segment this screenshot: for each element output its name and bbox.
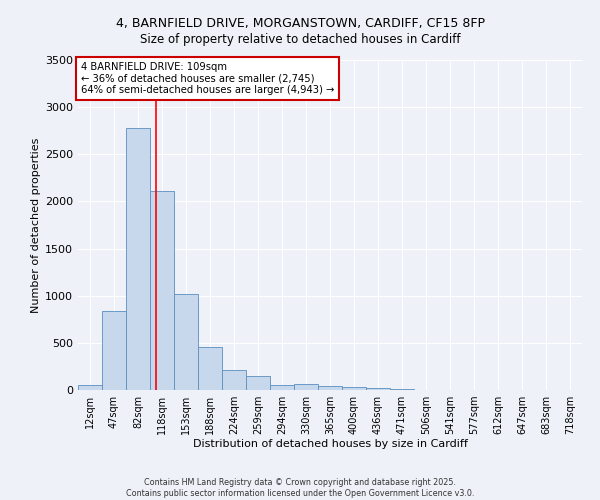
- Bar: [78, 385, 102, 390]
- Bar: [318, 386, 342, 390]
- Bar: [342, 387, 366, 390]
- Y-axis label: Number of detached properties: Number of detached properties: [31, 138, 41, 312]
- Text: Contains HM Land Registry data © Crown copyright and database right 2025.
Contai: Contains HM Land Registry data © Crown c…: [126, 478, 474, 498]
- Bar: [390, 389, 414, 390]
- Text: 4 BARNFIELD DRIVE: 109sqm
← 36% of detached houses are smaller (2,745)
64% of se: 4 BARNFIELD DRIVE: 109sqm ← 36% of detac…: [80, 62, 334, 95]
- Bar: [246, 376, 270, 390]
- Bar: [222, 370, 246, 390]
- Bar: [294, 384, 318, 390]
- Bar: [102, 311, 126, 390]
- Bar: [126, 128, 150, 390]
- Bar: [270, 386, 294, 390]
- Bar: [198, 347, 222, 390]
- Bar: [174, 294, 198, 390]
- Bar: [366, 388, 390, 390]
- Text: Size of property relative to detached houses in Cardiff: Size of property relative to detached ho…: [140, 32, 460, 46]
- Text: 4, BARNFIELD DRIVE, MORGANSTOWN, CARDIFF, CF15 8FP: 4, BARNFIELD DRIVE, MORGANSTOWN, CARDIFF…: [115, 18, 485, 30]
- Bar: [150, 191, 174, 390]
- X-axis label: Distribution of detached houses by size in Cardiff: Distribution of detached houses by size …: [193, 438, 467, 448]
